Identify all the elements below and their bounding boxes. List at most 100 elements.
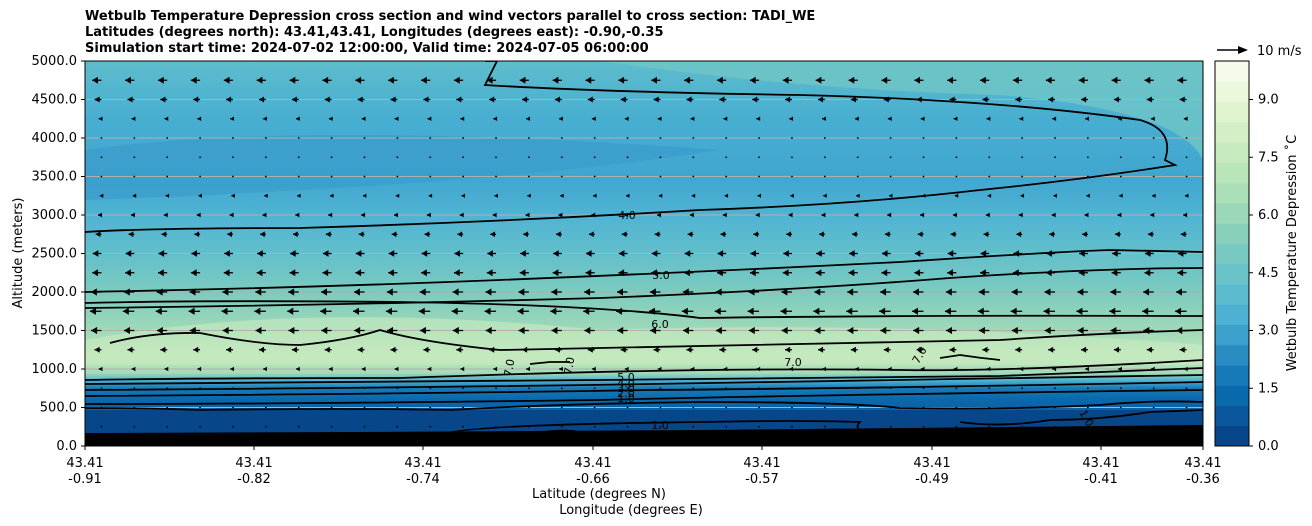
wind-vector [1054,425,1056,428]
wind-vector [725,175,728,178]
contour-label-text: 7.0 [502,358,518,377]
wind-vector [559,116,563,122]
wind-vector [889,387,892,390]
wind-vector [1049,231,1056,238]
wind-vector [526,366,530,372]
wind-vector [758,137,760,139]
wind-vector [621,231,628,238]
wind-vector [720,231,727,238]
wind-vector [887,212,892,218]
wind-vector [714,307,727,315]
wind-vector [495,175,497,178]
wind-vector [955,406,958,409]
wind-vector [1018,212,1023,218]
wind-vector [717,76,727,84]
y-tick-label: 3000.0 [32,208,78,223]
wind-vector [883,96,891,103]
wind-vector [684,250,694,257]
wind-vector [330,175,333,178]
y-tick-label: 2000.0 [32,285,78,300]
wind-vector [1150,212,1155,218]
wind-vector [160,346,168,353]
y-tick-label: 4500.0 [32,93,78,108]
wind-vector [297,156,300,159]
wind-vector [264,425,267,428]
colorbar-segment [1215,101,1249,123]
wind-vector [651,250,661,257]
wind-vector [158,250,168,257]
wind-vector [325,231,332,238]
wind-vector [91,326,102,335]
wind-vector [453,76,464,84]
wind-vector [97,212,103,218]
wind-vector [1119,156,1122,159]
wind-vector [123,326,135,335]
wind-vector [395,193,400,198]
colorbar-tick-label: 9.0 [1258,93,1279,108]
wind-vector [848,250,858,257]
wind-vector [264,175,267,178]
contour-label: 2.0 [617,387,635,400]
wind-vector [1152,387,1155,390]
wind-vector [950,231,957,238]
wind-vector [460,116,465,122]
contour-label: 3.0 [617,382,635,395]
wind-vector [330,193,334,198]
wind-vector [889,175,892,178]
wind-vector [1177,250,1187,257]
wind-vector [690,366,695,372]
contour-label: 5.0 [617,371,635,384]
wind-vector [232,425,234,428]
contour-label-text: 3.0 [617,382,635,395]
wind-vector [388,76,398,84]
wind-vector [945,288,957,296]
wind-vector [758,425,760,428]
x-tick-label-lon: -0.57 [745,472,779,487]
wind-vector [1184,193,1189,198]
wind-vector [92,250,102,257]
colorbar-segment [1215,283,1249,305]
wind-vector [649,288,661,296]
colorbar-segment [1215,425,1249,447]
wind-vector [191,250,201,257]
contour-label-text: 7.0 [562,356,578,375]
wind-vector [550,307,562,315]
wind-vector [1087,175,1089,178]
wind-vector [429,175,432,178]
wind-vector [758,175,760,178]
wind-vector [856,137,859,139]
wind-vector [1054,387,1056,390]
wind-vector [1048,96,1056,103]
wind-vector [782,76,792,84]
wind-vector [681,307,694,315]
wind-vector [593,387,596,390]
wind-vector [922,387,925,390]
wind-vector [322,250,332,257]
wind-vector [653,96,661,103]
wind-vector [1019,366,1024,372]
wind-vector [856,193,860,198]
colorbar-segment [1215,223,1249,244]
wind-vector [232,387,234,390]
wind-vector [914,76,924,84]
wind-vector [487,250,497,257]
colorbar-segment [1215,162,1249,184]
wind-vector [1150,116,1155,122]
wind-vector [822,366,826,372]
wind-vector [128,231,135,238]
wind-vector [789,366,794,372]
y-tick-label: 0.0 [56,439,77,454]
wind-vector [396,406,399,409]
wind-vector [847,326,858,335]
wind-vector [231,193,235,198]
wind-vector [626,156,629,159]
wind-vector [199,137,201,139]
wind-vector [1015,346,1023,353]
wind-vector [297,193,301,198]
wind-vector [949,96,957,103]
wind-vector [1150,366,1155,372]
wind-vector [856,425,859,428]
wind-vector [983,231,990,238]
wind-vector [324,346,332,353]
wind-vector [297,175,300,178]
